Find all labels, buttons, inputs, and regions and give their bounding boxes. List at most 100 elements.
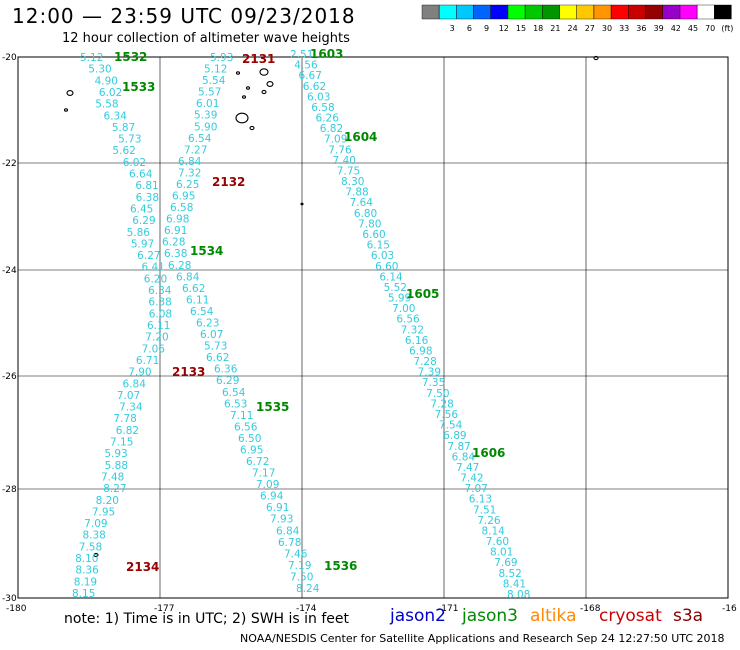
scale-swatch	[628, 4, 646, 20]
scale-label: 12	[499, 24, 509, 33]
scale-label: 33	[619, 24, 629, 33]
pass-time-label: 1536	[324, 559, 357, 573]
swh-value-label: 5.73	[118, 134, 141, 146]
swh-value-label: 5.39	[194, 110, 217, 122]
swh-value-label: 6.16	[405, 335, 429, 347]
swh-value-label: 7.51	[473, 504, 496, 516]
swh-value-label: 7.46	[284, 548, 308, 560]
swh-value-label: 6.82	[320, 123, 343, 135]
swh-value-label: 7.07	[464, 483, 487, 495]
swh-value-label: 4.90	[95, 75, 118, 87]
lat-tick-label: -28	[2, 485, 17, 495]
scale-label: 36	[636, 24, 646, 33]
swh-value-label: 6.82	[116, 425, 139, 437]
swh-value-label: 6.02	[99, 87, 122, 99]
lat-tick-label: -24	[2, 266, 17, 276]
scale-swatch	[421, 4, 440, 20]
lon-tick-label: -174	[296, 604, 317, 614]
scale-swatch	[679, 4, 698, 20]
lon-tick-label: -16	[722, 604, 737, 614]
swh-value-label: 8.27	[103, 483, 126, 495]
swh-value-label: 6.95	[172, 191, 195, 203]
scale-swatch	[559, 4, 577, 20]
island-icon	[266, 81, 274, 87]
swh-value-label: 6.89	[443, 430, 466, 442]
swh-value-label: 6.03	[307, 91, 330, 103]
swh-value-label: 7.64	[350, 197, 374, 209]
scale-swatch	[576, 4, 594, 20]
swh-value-label: 7.69	[494, 557, 517, 569]
swh-value-label: 8.14	[481, 525, 505, 537]
lon-tick-label: -168	[580, 604, 601, 614]
swh-value-label: 8.30	[341, 176, 364, 188]
pass-time-label: 1535	[256, 400, 289, 414]
scale-label: 3	[450, 24, 455, 33]
lat-tick-label: -22	[2, 159, 17, 169]
swh-value-label: 6.29	[216, 375, 239, 387]
pass-time-label: 1532	[114, 50, 147, 64]
swh-value-label: 6.14	[379, 271, 403, 283]
island-outlines	[63, 55, 599, 558]
swh-value-label: 6.71	[136, 355, 159, 367]
swh-value-label: 7.20	[145, 332, 168, 344]
swh-value-label: 8.20	[96, 495, 119, 507]
swh-value-label: 6.13	[469, 494, 492, 506]
satellite-s3a: s3a	[673, 606, 704, 626]
swh-value-label: 8.08	[507, 589, 530, 601]
pass-time-label: 1606	[472, 446, 505, 460]
swh-value-label: 6.38	[148, 297, 171, 309]
satellite-altika: altika	[530, 606, 577, 626]
island-icon	[66, 90, 74, 96]
swh-value-label: 5.87	[112, 122, 135, 134]
swh-value-label: 7.76	[328, 144, 352, 156]
swh-value-label: 7.50	[290, 571, 313, 583]
swh-value-label: 7.80	[358, 218, 381, 230]
swh-value-label: 6.50	[238, 433, 261, 445]
swh-value-label: 7.09	[84, 518, 107, 530]
swh-value-label: 6.84	[176, 271, 200, 283]
swh-value-label: 5.12	[204, 64, 227, 76]
lon-tick-label: -171	[438, 604, 458, 614]
swh-value-label: 5.93	[210, 52, 233, 64]
swh-value-label: 7.19	[288, 560, 311, 572]
island-icon	[249, 125, 255, 131]
scale-label: 30	[602, 24, 612, 33]
map-subtitle: 12 hour collection of altimeter wave hei…	[62, 31, 350, 46]
swh-value-label: 7.87	[447, 441, 470, 453]
swh-value-label: 7.09	[256, 479, 279, 491]
swh-value-label: 6.62	[303, 81, 326, 93]
swh-value-label: 2.51	[290, 49, 313, 61]
swh-value-label: 6.11	[147, 320, 170, 332]
swh-value-label: 7.27	[184, 144, 207, 156]
swh-value-label: 7.95	[92, 506, 115, 518]
axis-tick-labels: -180 -177 -174 -171 -168 -16 -20 -22 -24 -26 -28 -3…	[2, 53, 737, 614]
swh-value-label: 7.35	[422, 377, 445, 389]
swh-value-label: 6.03	[371, 250, 394, 262]
swh-value-label: 7.50	[426, 388, 449, 400]
scale-label: 6	[467, 24, 472, 33]
island-icon	[63, 108, 69, 112]
swh-value-label: 7.42	[460, 473, 483, 485]
island-icon	[593, 55, 599, 61]
swh-value-label: 6.56	[234, 421, 258, 433]
island-icon	[93, 552, 99, 558]
swh-value-label: 7.06	[142, 343, 166, 355]
swh-value-label: 6.27	[137, 250, 160, 262]
scale-label: 45	[688, 24, 698, 33]
swh-value-label: 7.15	[110, 437, 133, 449]
swh-value-label: 6.80	[354, 208, 377, 220]
swh-value-label: 5.58	[95, 99, 118, 111]
island-icon	[235, 71, 241, 75]
pass-time-label: 1533	[122, 80, 155, 94]
swh-value-label: 6.84	[452, 451, 476, 463]
swh-value-label: 6.08	[149, 308, 172, 320]
swh-value-label: 6.62	[182, 283, 205, 295]
swh-value-label: 6.94	[260, 491, 284, 503]
swh-value-label: 6.38	[164, 248, 187, 260]
swh-value-label: 6.34	[104, 110, 128, 122]
track-2131-2134: 2131 2132 2133 2134	[126, 52, 275, 574]
scale-swatch	[439, 4, 457, 20]
island-icon	[300, 202, 304, 206]
satellite-jason2: jason2	[390, 606, 446, 626]
swh-value-label: 6.58	[311, 102, 334, 114]
